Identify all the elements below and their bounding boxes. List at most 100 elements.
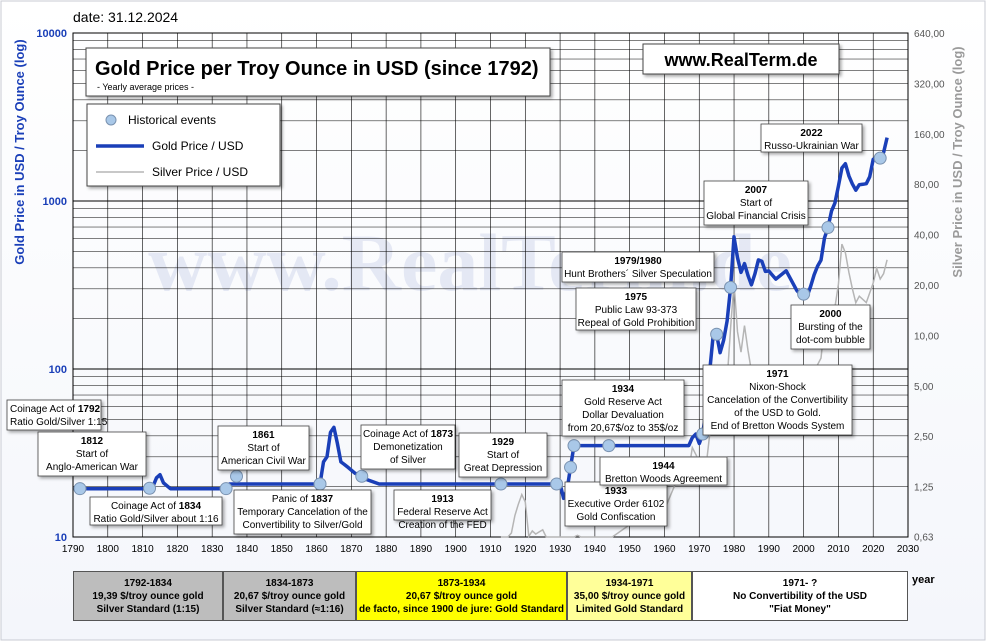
x-tick-label: 1910: [479, 544, 502, 555]
legend: Historical events Gold Price / USD Silve…: [86, 103, 281, 187]
x-tick-label: 1870: [340, 544, 363, 555]
event-text: Federal Reserve Act: [397, 507, 488, 518]
event-box-1944: 1944 Bretton Woods Agreement: [599, 456, 728, 486]
x-tick-label: 1950: [619, 544, 642, 555]
event-text: Convertibility to Silver/Gold: [242, 520, 362, 531]
event-box-1929: 1929 Start of Great Depression: [458, 432, 548, 478]
event-year: 2000: [819, 309, 842, 320]
event-year: 1812: [81, 436, 104, 447]
y2-tick-label: 40,00: [914, 231, 939, 242]
y2-tick-label: 0,63: [914, 532, 934, 543]
legend-marker-icon: [105, 114, 117, 126]
y-tick-label: 10000: [36, 28, 67, 40]
y2-tick-label: 20,00: [914, 281, 939, 292]
event-year: 2022: [800, 128, 823, 139]
event-text: Creation of the FED: [398, 520, 486, 531]
event-text: Coinage Act of 1834: [111, 501, 202, 512]
y2-tick-label: 2,50: [914, 432, 934, 443]
x-tick-label: 1810: [131, 544, 154, 555]
event-box-1971: 1971 Nixon-Shock Cancelation of the Conver…: [702, 364, 853, 436]
event-text: Global Financial Crisis: [706, 211, 805, 222]
event-box-frame: [217, 425, 310, 471]
event-text: Cancelation of the Convertibility: [707, 395, 848, 406]
x-tick-label: 1790: [62, 544, 85, 555]
event-box-frame: [790, 304, 871, 350]
y2-tick-label: 320,00: [914, 79, 945, 90]
event-text: American Civil War: [221, 456, 306, 467]
title-box: [85, 47, 551, 97]
event-box-1812: 1812 Start of Anglo-American War: [37, 431, 147, 477]
event-box-frame: [703, 180, 809, 226]
y2-axis-ticks: 0,63 1,25 2,50 5,00 10,00 20,00 40,00 80,00 160,…: [914, 29, 945, 543]
event-text: Ratio Gold/Silver 1:15: [10, 417, 108, 428]
event-text: Gold Confiscation: [577, 512, 656, 523]
event-text: Hunt Brothers´ Silver Speculation: [564, 268, 712, 280]
event-text: from 20,67$/oz to 35$/oz: [568, 423, 679, 434]
x-tick-label: 1800: [97, 544, 120, 555]
x-tick-label: 1900: [445, 544, 468, 555]
y2-tick-label: 5,00: [914, 382, 934, 393]
x-tick-label: 1990: [758, 544, 781, 555]
y-tick-label: 1000: [43, 196, 67, 208]
legend-events: Historical events: [128, 113, 216, 127]
event-box-2000: 2000 Bursting of the dot-com bubble: [790, 304, 871, 350]
event-box-2007: 2007 Start of Global Financial Crisis: [703, 180, 809, 226]
event-box-frame: [575, 287, 697, 331]
event-text: Anglo-American War: [46, 462, 139, 473]
event-marker: [494, 477, 508, 491]
event-year: 1933: [605, 486, 628, 497]
event-marker: [821, 221, 835, 235]
event-box-frame: [561, 379, 685, 437]
event-box-frame: [37, 431, 147, 477]
x-tick-label: 1850: [271, 544, 294, 555]
event-text: Gold Reserve Act: [584, 397, 662, 408]
event-marker: [873, 151, 887, 165]
y2-tick-label: 80,00: [914, 180, 939, 191]
era-box-1834: 1834-1873 20,67 $/troy ounce gold Silver…: [223, 571, 356, 621]
event-year: 1975: [625, 292, 648, 303]
y-tick-label: 100: [49, 364, 67, 376]
event-text: Start of: [76, 449, 108, 460]
y2-axis-label: Silver Price in USD / Troy Ounce (log): [950, 46, 965, 277]
x-tick-label: 1970: [688, 544, 711, 555]
event-text: Ratio Gold/Silver about 1:16: [93, 514, 219, 525]
event-box-frame: [393, 489, 492, 521]
x-axis-label: year: [912, 574, 935, 586]
event-text: Coinage Act of 1873: [363, 429, 454, 440]
era-box-1873: 1873-1934 20,67 $/troy ounce gold de fac…: [356, 571, 567, 621]
x-tick-label: 1830: [201, 544, 224, 555]
x-tick-label: 2010: [827, 544, 850, 555]
event-text: Repeal of Gold Prohibition: [578, 318, 695, 329]
event-text: Russo-Ukrainian War: [764, 141, 859, 152]
y-tick-label: 10: [55, 532, 67, 544]
y2-tick-label: 10,00: [914, 331, 939, 342]
event-text: Start of: [487, 450, 519, 461]
plot-frame: [72, 32, 909, 538]
event-text: of the USD to Gold.: [734, 408, 821, 419]
event-marker: [219, 482, 233, 496]
event-text: Demonetization: [373, 442, 442, 453]
x-tick-label: 1930: [549, 544, 572, 555]
event-marker: [602, 439, 616, 453]
x-tick-label: 1840: [236, 544, 259, 555]
event-box-frame: [561, 251, 715, 283]
event-text: Great Depression: [464, 463, 542, 474]
event-box-frame: [599, 456, 728, 486]
event-box-1933: 1933 Executive Order 6102 Gold Confiscatio…: [564, 481, 668, 527]
y-axis-label: Gold Price in USD / Troy Ounce (log): [12, 39, 27, 264]
event-text: of Silver: [390, 455, 427, 466]
x-axis-ticks: 1790 1800 1810 1820 1830 1840 1850 1860 1870 1880…: [62, 544, 920, 555]
event-year: 1929: [492, 437, 515, 448]
y2-tick-label: 640,00: [914, 29, 945, 40]
y2-tick-label: 1,25: [914, 483, 934, 494]
era-box-1971: 1971- ? No Convertibility of the USD "Fi…: [692, 571, 908, 621]
event-year: 1944: [652, 461, 675, 472]
event-text: Coinage Act of 1792: [10, 404, 101, 415]
x-tick-label: 1920: [514, 544, 537, 555]
x-tick-label: 2020: [862, 544, 885, 555]
event-marker: [73, 482, 87, 496]
event-year: 1861: [252, 430, 275, 441]
date-label: date: 31.12.2024: [73, 9, 178, 25]
event-text: Public Law 93-373: [595, 305, 678, 316]
